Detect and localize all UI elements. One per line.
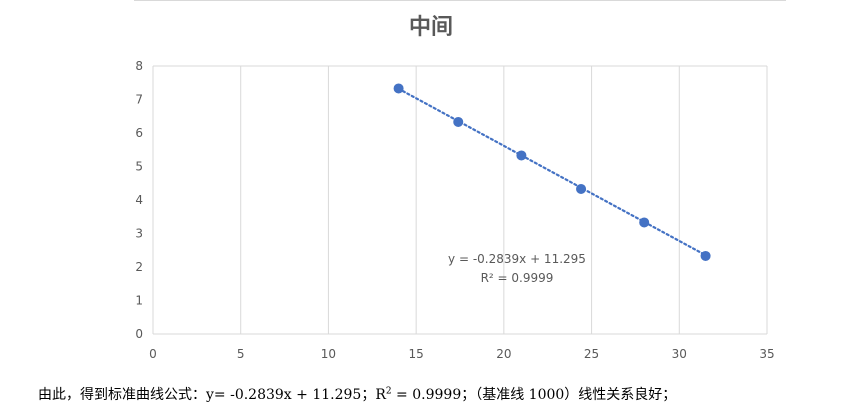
x-tick-label: 35 <box>759 347 774 361</box>
trendline-equation: y = -0.2839x + 11.295 <box>448 252 586 266</box>
x-tick-label: 0 <box>149 347 157 361</box>
caption-after: = 0.9999；（基准线 1000）线性关系良好； <box>391 387 677 403</box>
y-tick-label: 7 <box>135 93 143 107</box>
chart-title: 中间 <box>409 15 453 40</box>
trendline <box>397 87 707 257</box>
trendline-layer <box>397 87 707 257</box>
y-tick-label: 6 <box>135 126 143 140</box>
x-tick-label: 30 <box>672 347 687 361</box>
y-tick-label: 2 <box>135 260 143 274</box>
x-tick-label: 10 <box>321 347 336 361</box>
data-point <box>516 150 527 161</box>
data-point <box>700 250 711 261</box>
trendline-r-squared: R² = 0.9999 <box>481 271 554 285</box>
axis-layer: 0 5 10 15 20 25 30 35 0 1 2 3 4 5 6 7 8 <box>135 59 774 361</box>
caption-text: 由此，得到标准曲线公式：y= -0.2839x + 11.295；R2 = 0.… <box>38 384 676 404</box>
data-point <box>453 116 464 127</box>
scatter-chart: 中间 0 5 10 15 20 25 30 35 0 1 2 3 4 5 6 7 8 y = -0.2839x … <box>135 15 774 361</box>
caption-superscript: 2 <box>385 386 392 397</box>
y-tick-label: 4 <box>135 193 143 207</box>
y-tick-label: 5 <box>135 160 143 174</box>
x-tick-label: 20 <box>496 347 511 361</box>
y-tick-label: 1 <box>135 294 143 308</box>
x-tick-label: 15 <box>409 347 424 361</box>
data-point <box>639 217 650 228</box>
y-tick-label: 3 <box>135 227 143 241</box>
data-point <box>393 83 404 94</box>
y-tick-label: 8 <box>135 59 143 73</box>
top-divider <box>134 0 786 1</box>
grid-layer <box>152 65 768 335</box>
data-points-layer <box>393 83 711 261</box>
caption-before: 由此，得到标准曲线公式：y= -0.2839x + 11.295；R <box>38 387 386 403</box>
x-tick-label: 5 <box>237 347 245 361</box>
trendline-label-layer: y = -0.2839x + 11.295 R² = 0.9999 <box>448 252 586 285</box>
y-tick-label: 0 <box>135 327 143 341</box>
x-tick-label: 25 <box>584 347 599 361</box>
data-point <box>576 183 587 194</box>
chart-container: 中间 0 5 10 15 20 25 30 35 0 1 2 3 4 5 6 7 8 y = -0.2839x … <box>135 15 774 361</box>
